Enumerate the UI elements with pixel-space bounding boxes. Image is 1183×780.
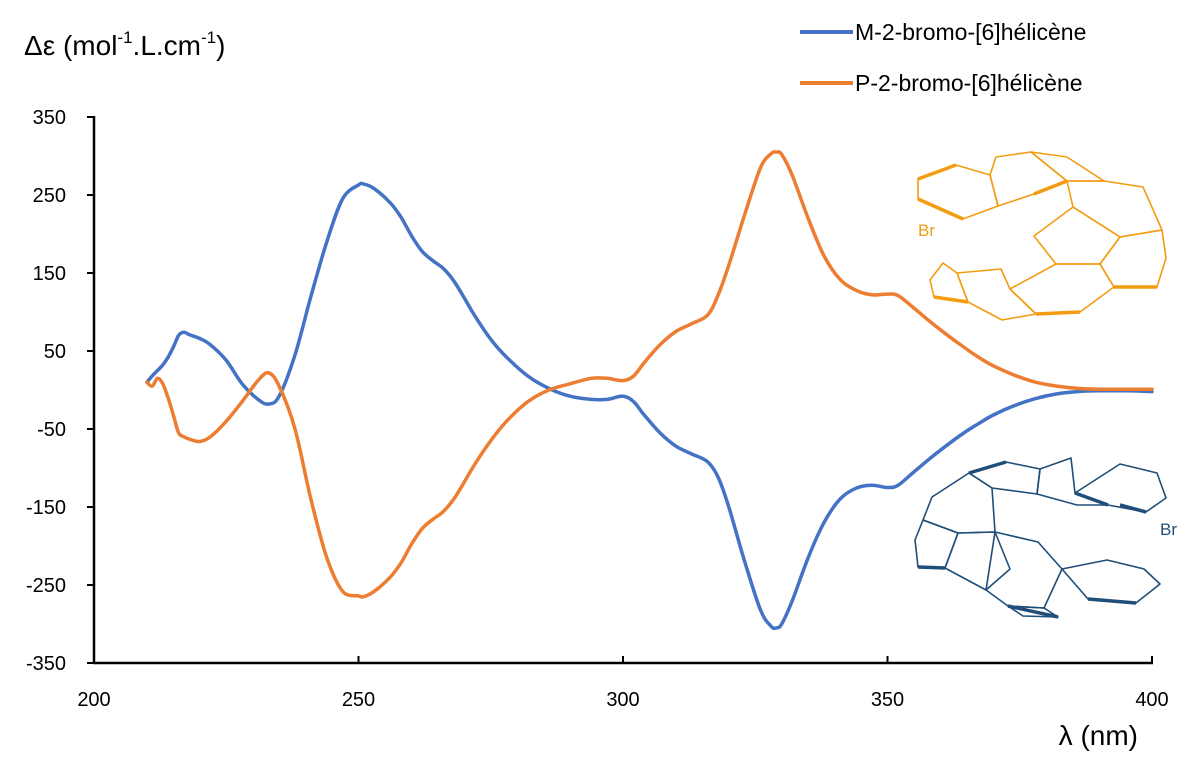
x-tick-label: 200 (77, 689, 110, 711)
series-line-p-helicene (145, 150, 1154, 599)
y-axis-unit-close: ) (216, 30, 225, 61)
x-tick-label: 400 (1135, 689, 1168, 711)
series-lines (145, 150, 1154, 631)
y-axis-symbol: Δε (24, 30, 55, 61)
y-tick-label: -150 (26, 497, 66, 519)
y-tick-label: -350 (26, 653, 66, 675)
y-axis-sup-1: -1 (117, 28, 132, 47)
m-helicene-structure (914, 457, 1167, 619)
p-helicene-structure (917, 151, 1167, 321)
x-tick-label: 250 (342, 689, 375, 711)
y-tick-label: 150 (33, 263, 66, 285)
x-tick-label: 300 (606, 689, 639, 711)
y-tick-label: 350 (33, 107, 66, 129)
m-helicene-br-label: Br (1160, 520, 1177, 539)
y-axis-sup-2: -1 (201, 28, 216, 47)
series-line-m-helicene (145, 181, 1154, 631)
y-tick-label: 250 (33, 185, 66, 207)
y-axis-title: Δε (mol-1.L.cm-1) (24, 28, 225, 61)
y-tick-label: 50 (44, 341, 66, 363)
p-helicene-br-label: Br (918, 221, 935, 240)
y-tick-label: -50 (37, 419, 66, 441)
x-tick-label: 350 (871, 689, 904, 711)
y-axis-unit-mid: .L.cm (133, 30, 201, 61)
x-ticks: 200 250 300 350 400 (77, 656, 1169, 711)
legend-label-m-helicene: M-2-bromo-[6]hélicène (855, 19, 1086, 45)
legend: M-2-bromo-[6]hélicène P-2-bromo-[6]hélic… (800, 19, 1086, 96)
y-tick-label: -250 (26, 575, 66, 597)
x-axis-title: λ (nm) (1059, 720, 1138, 751)
y-ticks: 350 250 150 50 -50 -150 -250 -350 (26, 107, 94, 675)
y-axis-unit-open: (mol (55, 30, 117, 61)
legend-label-p-helicene: P-2-bromo-[6]hélicène (855, 70, 1083, 96)
